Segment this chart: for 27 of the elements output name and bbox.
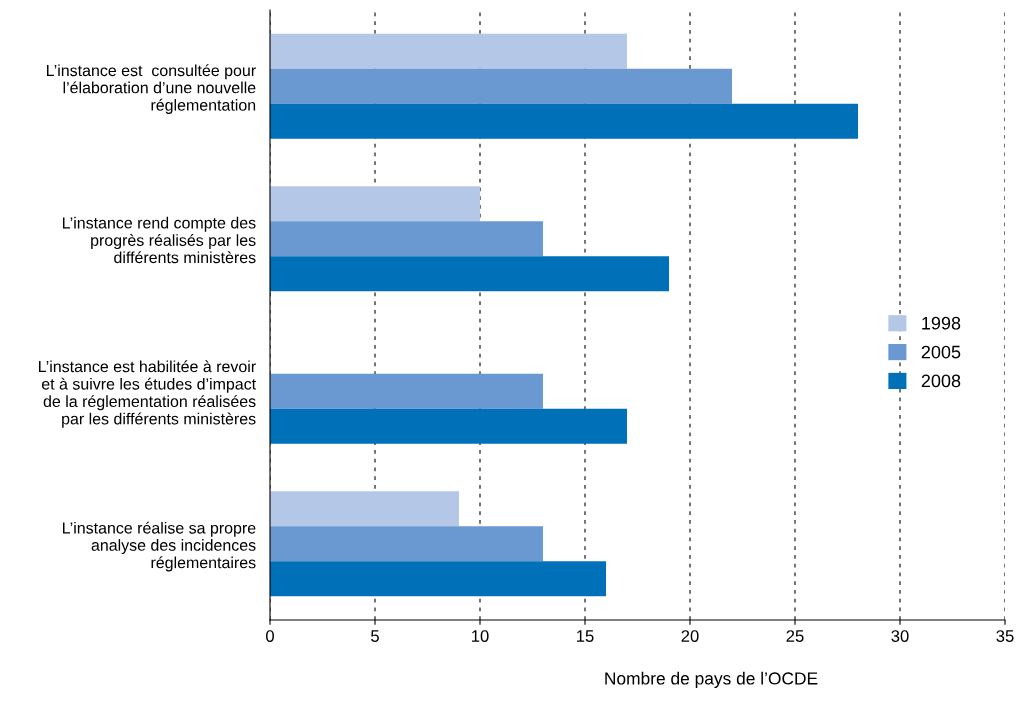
- legend-label: 2008: [921, 374, 961, 388]
- bar: [270, 103, 858, 139]
- x-tick-label: 30: [891, 630, 909, 642]
- y-tick-label: L’instance est consultée pour l’élaboration d’une nouvelle réglementation: [46, 64, 256, 114]
- x-tick-label: 35: [996, 630, 1014, 642]
- x-tick-label: 0: [266, 630, 274, 642]
- bar: [270, 373, 543, 409]
- legend-label: 1998: [922, 316, 961, 330]
- bar: [270, 408, 627, 444]
- x-tick-label: 20: [681, 630, 699, 642]
- bar: [270, 186, 480, 222]
- x-tick-label: 15: [577, 630, 594, 642]
- bar: [270, 68, 732, 104]
- bar: [270, 491, 459, 527]
- bar: [270, 221, 543, 257]
- x-tick-label: 25: [786, 630, 804, 642]
- x-axis-title: Nombre de pays de l’OCDE: [605, 671, 818, 689]
- y-tick-label: L’instance rend compte des progrès réalisés par les différents ministères: [62, 216, 256, 264]
- x-tick-label: 5: [371, 630, 379, 642]
- bar: [270, 526, 543, 562]
- legend-label: 2005: [921, 345, 961, 359]
- y-tick-label: L’instance est habilitée à revoir et à suivre les études d’impact de la réglementation réalisées par les différents ministères: [39, 360, 257, 428]
- bar: [270, 561, 606, 597]
- bar: [270, 256, 669, 292]
- y-tick-label: L’instance réalise sa propre analyse des incidences réglementaires: [62, 521, 256, 572]
- x-tick-label: 10: [472, 630, 489, 642]
- bar: [270, 33, 627, 69]
